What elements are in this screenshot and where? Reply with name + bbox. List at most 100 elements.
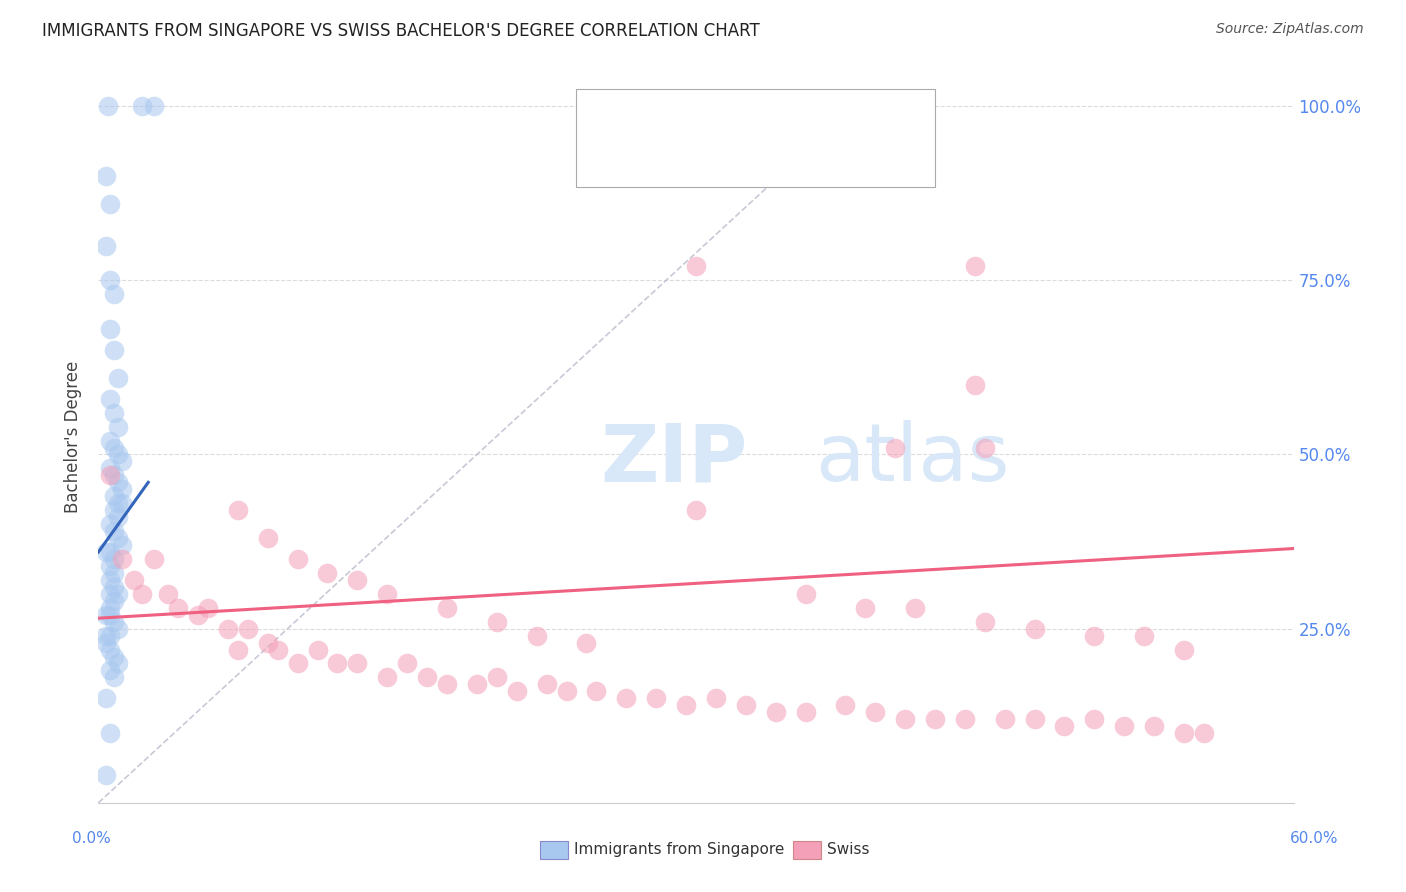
Point <box>853 600 876 615</box>
Point <box>953 712 976 726</box>
Point <box>256 531 278 545</box>
Point <box>416 670 439 684</box>
Point <box>217 622 239 636</box>
FancyBboxPatch shape <box>593 103 631 128</box>
Point <box>346 573 368 587</box>
Point <box>1053 719 1076 733</box>
Point <box>107 587 129 601</box>
Point <box>1114 719 1136 733</box>
Text: Immigrants from Singapore: Immigrants from Singapore <box>574 842 785 856</box>
Point <box>143 552 166 566</box>
Point <box>98 545 122 559</box>
Point <box>98 664 122 678</box>
Point <box>326 657 349 671</box>
Point <box>103 489 125 503</box>
Point <box>585 684 607 698</box>
Text: R = 0.132: R = 0.132 <box>643 106 733 124</box>
Point <box>894 712 917 726</box>
Text: 60.0%: 60.0% <box>1291 831 1339 846</box>
Text: atlas: atlas <box>815 420 1010 498</box>
Point <box>187 607 209 622</box>
Point <box>98 629 122 643</box>
Point <box>226 503 249 517</box>
Point <box>267 642 290 657</box>
Text: ZIP: ZIP <box>600 420 748 498</box>
Text: R = 0.153: R = 0.153 <box>643 145 733 162</box>
Point <box>103 670 125 684</box>
Point <box>103 649 125 664</box>
Point <box>734 698 756 713</box>
Text: Source: ZipAtlas.com: Source: ZipAtlas.com <box>1216 22 1364 37</box>
Point <box>98 573 122 587</box>
Point <box>124 573 146 587</box>
Point <box>98 587 122 601</box>
Point <box>107 510 129 524</box>
Point <box>107 496 129 510</box>
Point <box>765 705 787 719</box>
Point <box>375 587 398 601</box>
Point <box>973 615 995 629</box>
FancyBboxPatch shape <box>793 841 821 859</box>
Point <box>98 392 122 406</box>
Point <box>287 657 309 671</box>
Text: Swiss: Swiss <box>827 842 869 856</box>
Point <box>107 371 129 385</box>
Point <box>107 531 129 545</box>
Point <box>98 642 122 657</box>
Point <box>555 684 578 698</box>
Point <box>1192 726 1215 740</box>
Point <box>103 503 125 517</box>
Point <box>994 712 1017 726</box>
Point <box>98 607 122 622</box>
Point <box>316 566 339 580</box>
Point <box>96 607 118 622</box>
Point <box>103 441 125 455</box>
Point <box>143 99 166 113</box>
Point <box>103 594 125 608</box>
Point <box>98 434 122 448</box>
Point <box>111 483 134 497</box>
Point <box>98 517 122 532</box>
Point <box>794 587 817 601</box>
Point <box>1024 712 1046 726</box>
Point <box>107 657 129 671</box>
Point <box>256 635 278 649</box>
Point <box>287 552 309 566</box>
Point <box>96 238 118 252</box>
Point <box>131 587 153 601</box>
Point <box>107 419 129 434</box>
Point <box>98 322 122 336</box>
Point <box>904 600 927 615</box>
Point <box>96 169 118 183</box>
Point <box>1024 622 1046 636</box>
Text: 0.0%: 0.0% <box>72 831 111 846</box>
Point <box>107 622 129 636</box>
Point <box>103 343 125 357</box>
FancyBboxPatch shape <box>593 142 631 166</box>
Point <box>1143 719 1166 733</box>
FancyBboxPatch shape <box>540 841 568 859</box>
Point <box>103 615 125 629</box>
Point <box>98 726 122 740</box>
Point <box>436 677 458 691</box>
Point <box>485 670 508 684</box>
Point <box>526 629 548 643</box>
Point <box>575 635 598 649</box>
Point <box>834 698 856 713</box>
Point <box>375 670 398 684</box>
Text: N = 57: N = 57 <box>787 106 855 124</box>
Point <box>111 552 134 566</box>
Point <box>111 454 134 468</box>
Point <box>103 580 125 594</box>
Point <box>963 260 986 274</box>
Point <box>98 600 122 615</box>
Point <box>98 461 122 475</box>
Point <box>197 600 219 615</box>
Point <box>1083 712 1105 726</box>
Point <box>924 712 946 726</box>
Point <box>98 196 122 211</box>
Point <box>685 503 707 517</box>
Point <box>98 468 122 483</box>
Y-axis label: Bachelor's Degree: Bachelor's Degree <box>65 361 83 513</box>
Point <box>506 684 529 698</box>
